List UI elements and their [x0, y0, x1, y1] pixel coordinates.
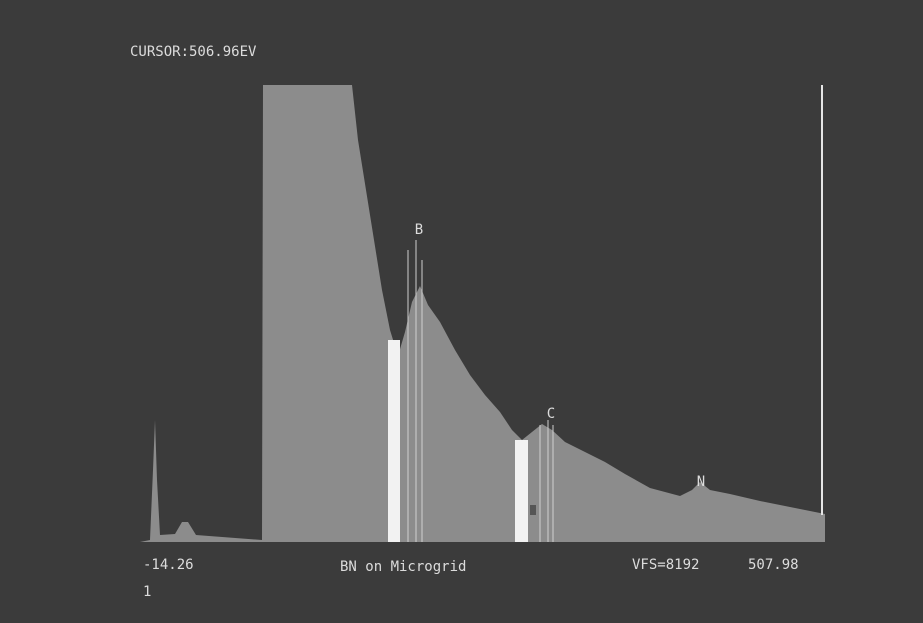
screen: CURSOR:506.96EV B C N -14.26 BN on Micro…	[0, 0, 923, 623]
axis-start: -14.26	[143, 557, 194, 573]
peak-label: B	[415, 222, 423, 238]
window-strip	[515, 440, 528, 542]
marker	[530, 505, 536, 515]
window-strip	[388, 340, 400, 542]
full-scale: VFS=8192	[632, 557, 699, 573]
axis-end: 507.98	[748, 557, 799, 573]
specimen-label: BN on Microgrid	[340, 559, 466, 575]
cursor-readout: CURSOR:506.96EV	[130, 44, 257, 60]
page-number: 1	[143, 584, 151, 600]
peak-label: C	[547, 406, 555, 422]
peak-label: N	[697, 474, 705, 490]
